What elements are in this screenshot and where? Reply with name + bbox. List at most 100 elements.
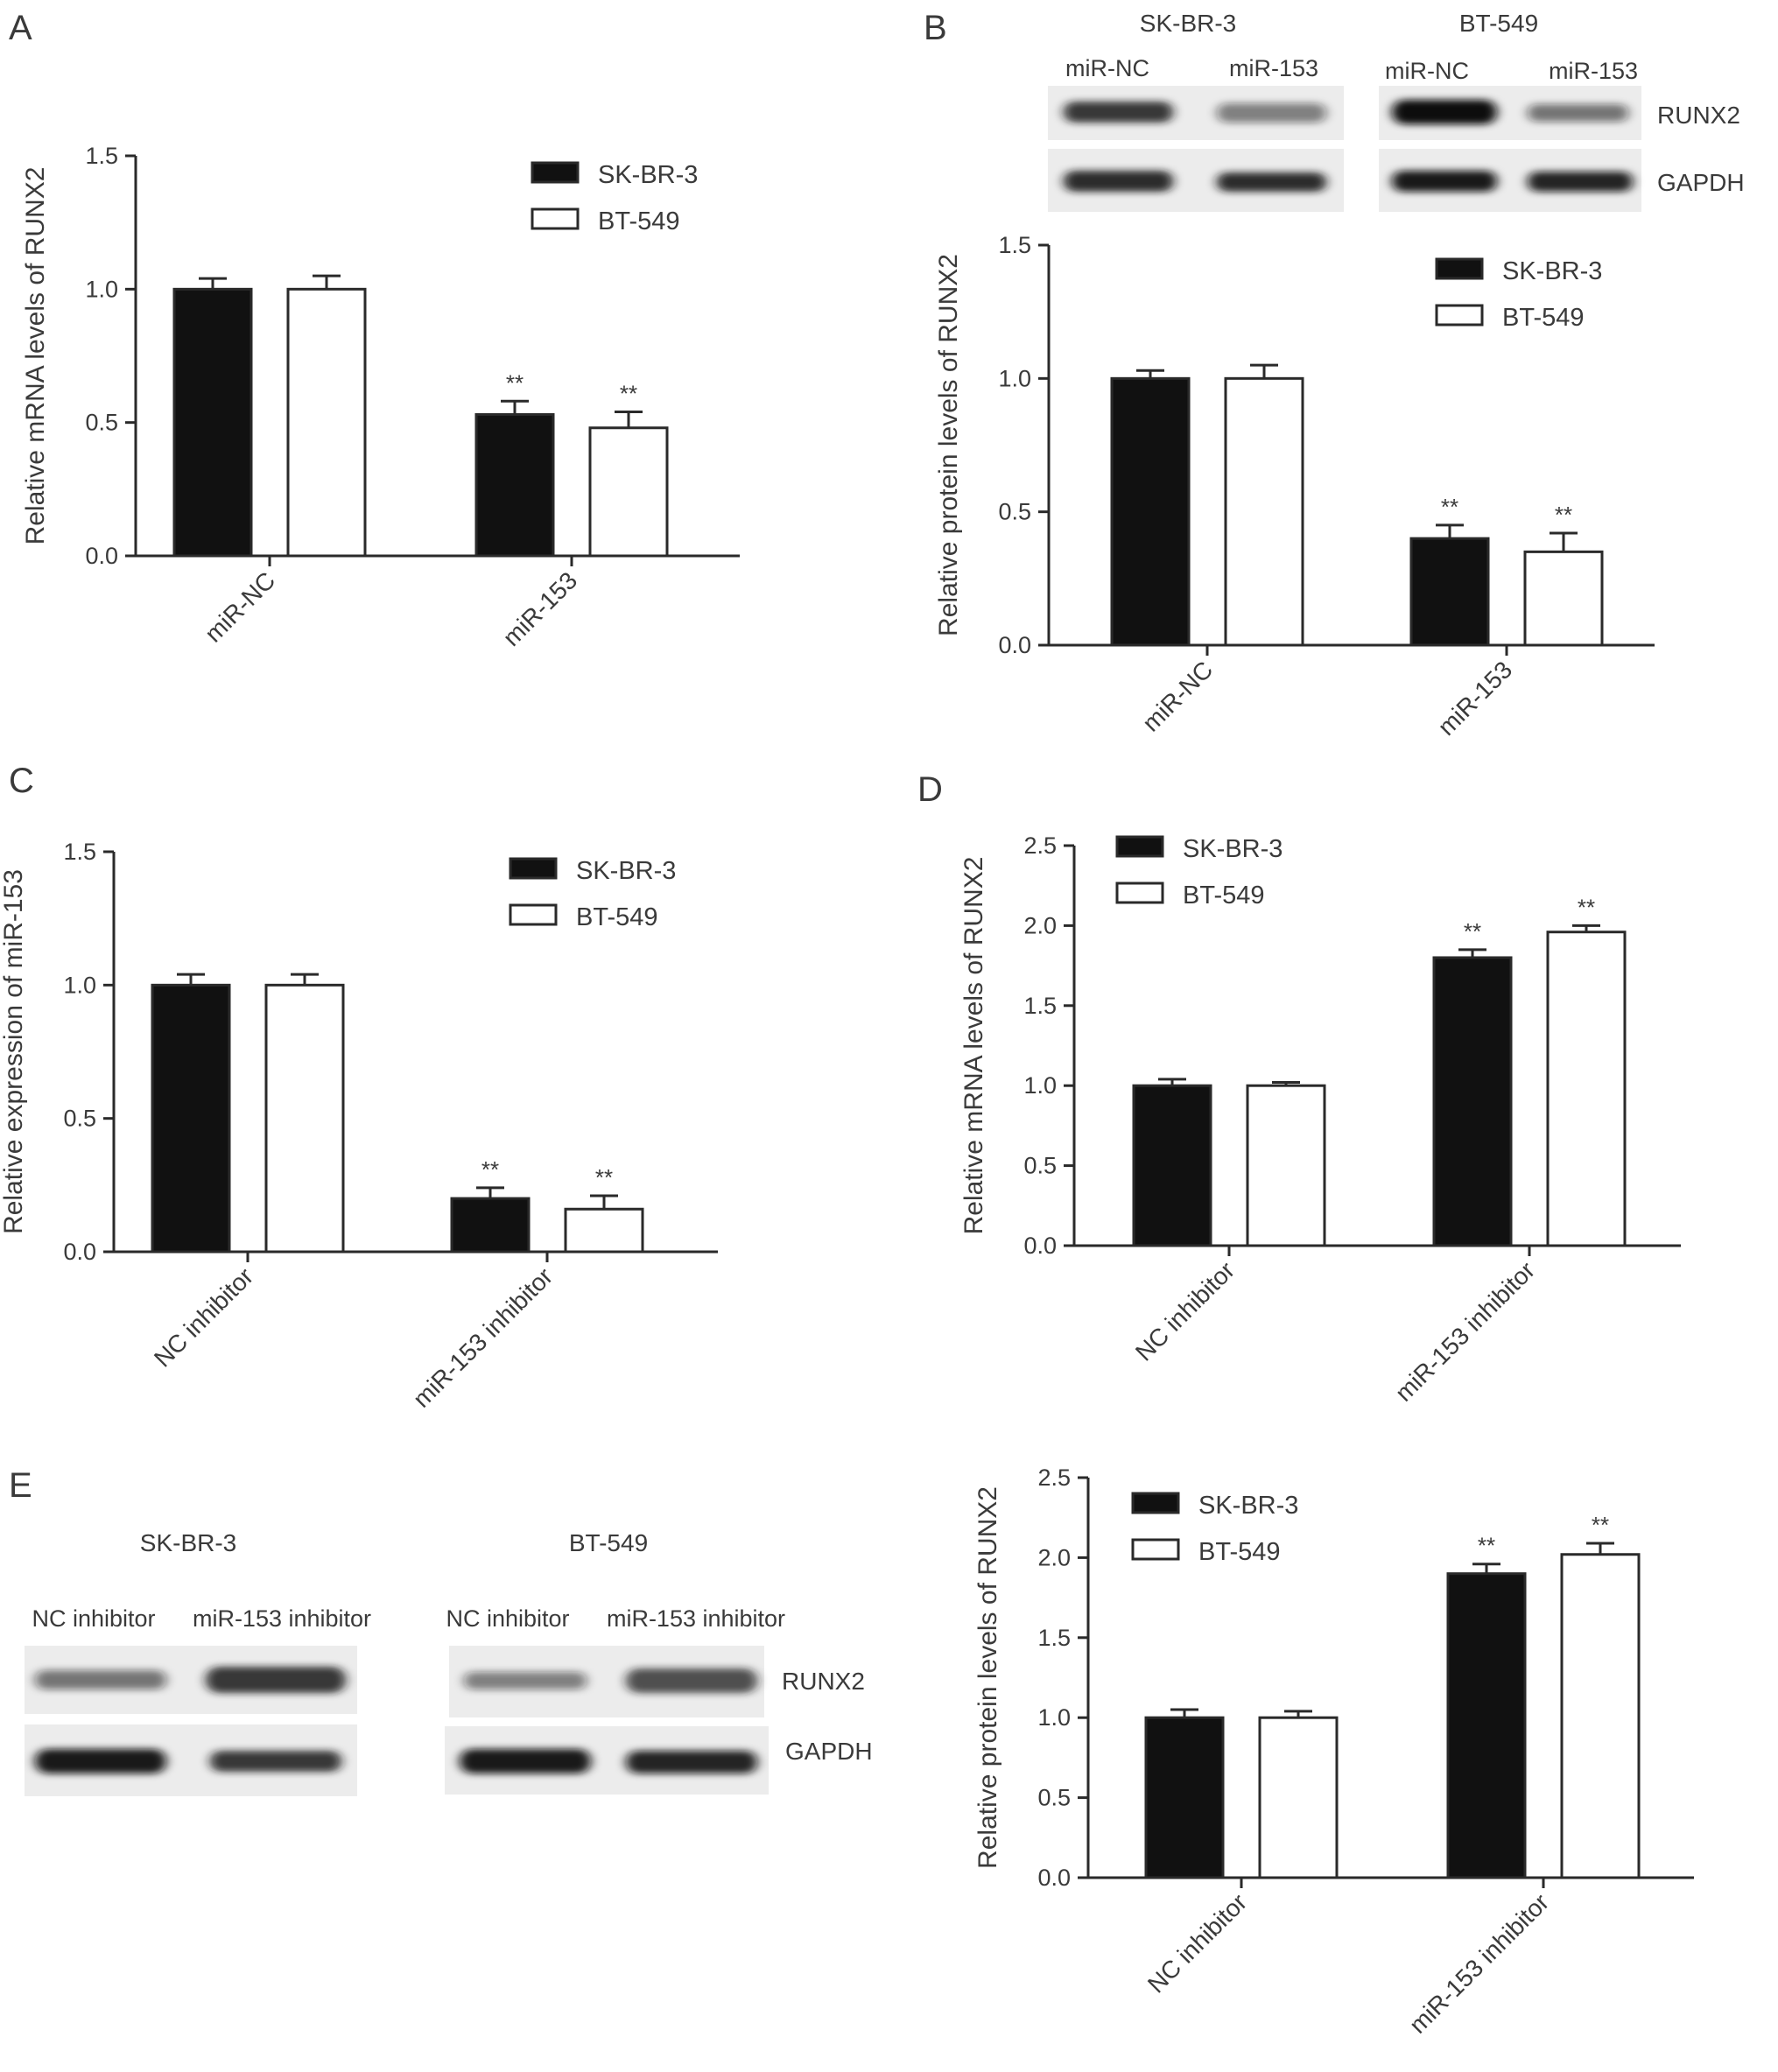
blot-b-band-gapdh — [1064, 171, 1173, 192]
panel-label-e: E — [9, 1466, 32, 1505]
bar — [1409, 537, 1490, 647]
significance-marker: ** — [1478, 1533, 1495, 1559]
y-tick-label: 1.5 — [998, 232, 1031, 258]
chart-d: 0.0 0.5 1.0 1.5 2.0 2.5 Relative mRNA levels o… — [959, 832, 1681, 1407]
bar — [588, 426, 669, 558]
blot-b-band-gapdh — [1528, 172, 1633, 192]
y-axis-title: Relative protein levels of RUNX2 — [934, 254, 963, 636]
x-tick-label: miR-153 inhibitor — [408, 1262, 559, 1413]
x-tick-label: NC inhibitor — [1142, 1888, 1252, 1998]
x-tick-label: miR-153 — [1433, 656, 1518, 741]
legend-label: SK-BR-3 — [1198, 1492, 1298, 1520]
legend-swatch — [1435, 304, 1484, 327]
x-tick-label: NC inhibitor — [1130, 1256, 1240, 1366]
x-tick-label: miR-153 inhibitor — [1390, 1256, 1541, 1407]
y-tick-label: 0.0 — [998, 632, 1031, 658]
bar — [1110, 376, 1191, 647]
y-tick-label: 0.0 — [85, 543, 118, 569]
x-tick-label: miR-NC — [200, 566, 280, 647]
y-axis-title: Relative expression of miR-153 — [0, 869, 28, 1234]
chart-c: 0.0 0.5 1.0 1.5 Relative expression of miR-1… — [0, 839, 718, 1413]
blot-b-cell-line-2: BT-549 — [1459, 10, 1538, 37]
blot-b-band-runx2 — [1392, 100, 1497, 124]
blot-e-band-runx2 — [35, 1670, 166, 1689]
blot-e-band-gapdh — [626, 1751, 757, 1773]
y-tick-label: 2.0 — [1023, 912, 1057, 938]
bar — [474, 413, 555, 558]
y-tick-label: 0.5 — [85, 410, 118, 436]
blot-e-lane-label: NC inhibitor — [32, 1605, 155, 1632]
x-tick-label: miR-153 inhibitor — [1404, 1888, 1555, 2039]
legend-swatch — [1131, 1538, 1180, 1561]
bar — [1258, 1716, 1339, 1879]
bar — [450, 1197, 531, 1254]
blot-e-band-runx2 — [626, 1668, 757, 1693]
blot-b-band-gapdh — [1392, 171, 1497, 192]
panel-label-a: A — [9, 9, 32, 47]
y-tick-label: 1.5 — [85, 143, 118, 169]
significance-marker: ** — [620, 380, 637, 406]
blot-e-band-runx2 — [206, 1667, 346, 1693]
blot-e-row-runx2: RUNX2 — [782, 1668, 865, 1695]
y-tick-label: 1.0 — [1023, 1072, 1057, 1099]
blot-e-row-gapdh: GAPDH — [785, 1738, 873, 1765]
significance-marker: ** — [1555, 502, 1572, 528]
panel-label-d: D — [917, 770, 943, 809]
legend-swatch — [509, 857, 558, 880]
blot-b-band-gapdh — [1217, 172, 1326, 192]
blot-b-band-runx2 — [1064, 102, 1173, 123]
blot-e-band-gapdh — [460, 1749, 591, 1773]
bar — [1224, 376, 1304, 647]
legend-swatch — [1131, 1492, 1180, 1514]
y-axis-title: Relative mRNA levels of RUNX2 — [959, 857, 988, 1235]
y-tick-label: 1.0 — [998, 365, 1031, 391]
bar — [1432, 956, 1513, 1247]
bar — [1546, 931, 1627, 1247]
legend-label: BT-549 — [1198, 1538, 1281, 1566]
legend-label: SK-BR-3 — [1502, 257, 1602, 285]
x-tick-label: miR-NC — [1137, 656, 1218, 736]
y-tick-label: 0.0 — [63, 1239, 96, 1265]
legend-swatch — [1115, 835, 1164, 858]
y-tick-label: 1.0 — [63, 972, 96, 998]
bar — [172, 287, 253, 558]
significance-marker: ** — [1441, 494, 1458, 520]
legend-label: BT-549 — [598, 207, 680, 235]
significance-marker: ** — [506, 369, 524, 396]
significance-marker: ** — [595, 1164, 613, 1191]
y-axis-title: Relative protein levels of RUNX2 — [973, 1486, 1002, 1869]
significance-marker: ** — [1578, 894, 1595, 920]
bar — [151, 983, 231, 1254]
blot-b-cell-line-1: SK-BR-3 — [1140, 10, 1236, 37]
x-tick-label: NC inhibitor — [149, 1262, 258, 1372]
significance-marker: ** — [481, 1156, 499, 1183]
y-tick-label: 0.0 — [1023, 1233, 1057, 1259]
blot-b-row-gapdh: GAPDH — [1657, 169, 1745, 196]
significance-marker: ** — [1464, 918, 1481, 945]
y-tick-label: 1.5 — [63, 839, 96, 865]
bar — [1132, 1084, 1212, 1247]
bar — [1560, 1553, 1641, 1879]
blot-b-band-runx2 — [1528, 104, 1628, 122]
y-tick-label: 2.5 — [1037, 1464, 1071, 1491]
legend-swatch — [531, 161, 580, 184]
blot-e-cell-line-1: SK-BR-3 — [140, 1529, 236, 1556]
y-tick-label: 1.5 — [1037, 1625, 1071, 1651]
y-tick-label: 0.5 — [1037, 1785, 1071, 1811]
bar — [564, 1207, 644, 1254]
y-tick-label: 2.5 — [1023, 832, 1057, 859]
bar — [286, 287, 367, 558]
legend-label: BT-549 — [1502, 304, 1585, 332]
x-tick-label: miR-153 — [498, 566, 583, 651]
y-tick-label: 0.0 — [1037, 1865, 1071, 1891]
y-tick-label: 1.5 — [1023, 993, 1057, 1019]
panel-label-b: B — [924, 9, 947, 47]
legend-label: BT-549 — [1183, 881, 1265, 910]
legend-swatch — [1435, 257, 1484, 280]
blot-b-lane-label: miR-NC — [1385, 58, 1469, 84]
legend-swatch — [1115, 881, 1164, 904]
blot-e-lane-label: miR-153 inhibitor — [607, 1605, 785, 1632]
y-tick-label: 0.5 — [998, 499, 1031, 525]
legend-label: BT-549 — [576, 903, 658, 931]
